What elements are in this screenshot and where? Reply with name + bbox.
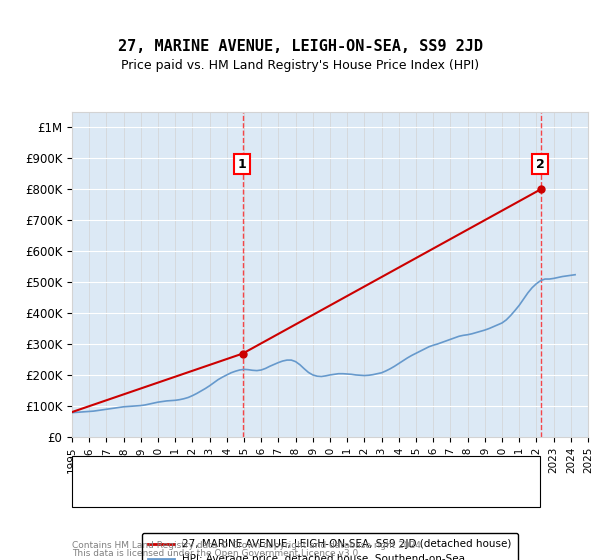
Text: 2: 2 [536, 158, 544, 171]
Text: £800,000: £800,000 [222, 493, 275, 503]
Text: This data is licensed under the Open Government Licence v3.0.: This data is licensed under the Open Gov… [72, 549, 361, 558]
Text: £269,000: £269,000 [222, 477, 275, 487]
Text: 1: 1 [238, 158, 246, 171]
Text: 2: 2 [78, 493, 85, 503]
Text: Price paid vs. HM Land Registry's House Price Index (HPI): Price paid vs. HM Land Registry's House … [121, 59, 479, 72]
Text: 9% ↓ HPI: 9% ↓ HPI [330, 477, 383, 487]
Text: 29% ↑ HPI: 29% ↑ HPI [330, 493, 389, 503]
Text: 1: 1 [78, 477, 85, 487]
Text: 02-DEC-2004: 02-DEC-2004 [114, 477, 188, 487]
Text: 01-APR-2022: 01-APR-2022 [114, 493, 186, 503]
Text: 27, MARINE AVENUE, LEIGH-ON-SEA, SS9 2JD: 27, MARINE AVENUE, LEIGH-ON-SEA, SS9 2JD [118, 39, 482, 54]
Legend: 27, MARINE AVENUE, LEIGH-ON-SEA, SS9 2JD (detached house), HPI: Average price, d: 27, MARINE AVENUE, LEIGH-ON-SEA, SS9 2JD… [142, 533, 518, 560]
Text: Contains HM Land Registry data © Crown copyright and database right 2024.: Contains HM Land Registry data © Crown c… [72, 541, 424, 550]
